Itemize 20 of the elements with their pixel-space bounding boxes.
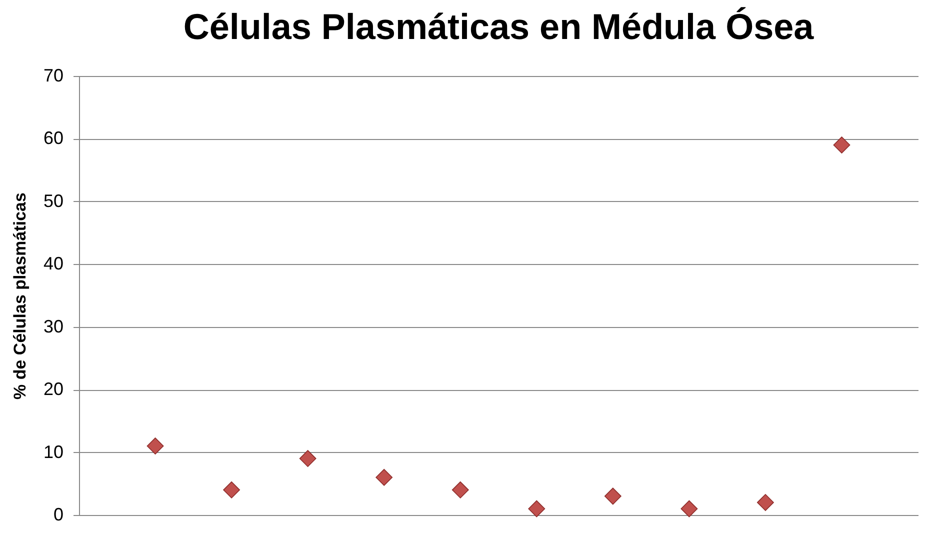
y-tick-label: 70 [43,66,64,86]
chart-title: Células Plasmáticas en Médula Ósea [183,6,815,47]
y-tick-label: 50 [43,190,64,211]
y-tick-label: 20 [43,379,64,400]
y-tick-label: 30 [43,316,64,336]
point [223,481,240,498]
y-axis-title: % de Células plasmáticas [10,192,30,400]
point [299,450,316,468]
point [146,438,164,454]
point [756,494,774,511]
y-tick-label: 60 [43,128,64,148]
point [452,481,469,498]
y-tick-label: 40 [43,254,64,274]
point [833,136,850,154]
point [604,488,622,505]
point [376,468,393,486]
point [528,500,546,518]
y-tick-label: 0 [53,504,64,524]
point [680,500,698,518]
y-tick-label: 10 [43,442,64,462]
